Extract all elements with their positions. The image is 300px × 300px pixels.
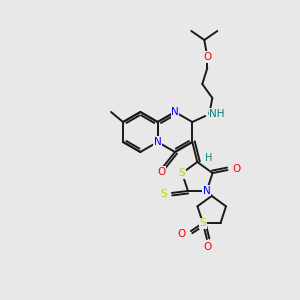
Text: N: N: [154, 137, 162, 147]
Text: O: O: [203, 52, 212, 62]
Text: H: H: [205, 153, 213, 163]
Text: S: S: [160, 189, 167, 199]
Text: S: S: [179, 168, 185, 178]
Text: S: S: [200, 218, 206, 228]
Text: N: N: [203, 186, 211, 196]
Text: O: O: [204, 242, 212, 252]
Text: NH: NH: [209, 109, 225, 119]
Text: O: O: [178, 229, 186, 239]
Text: O: O: [157, 167, 165, 177]
Text: O: O: [232, 164, 241, 174]
Text: N: N: [171, 107, 179, 117]
